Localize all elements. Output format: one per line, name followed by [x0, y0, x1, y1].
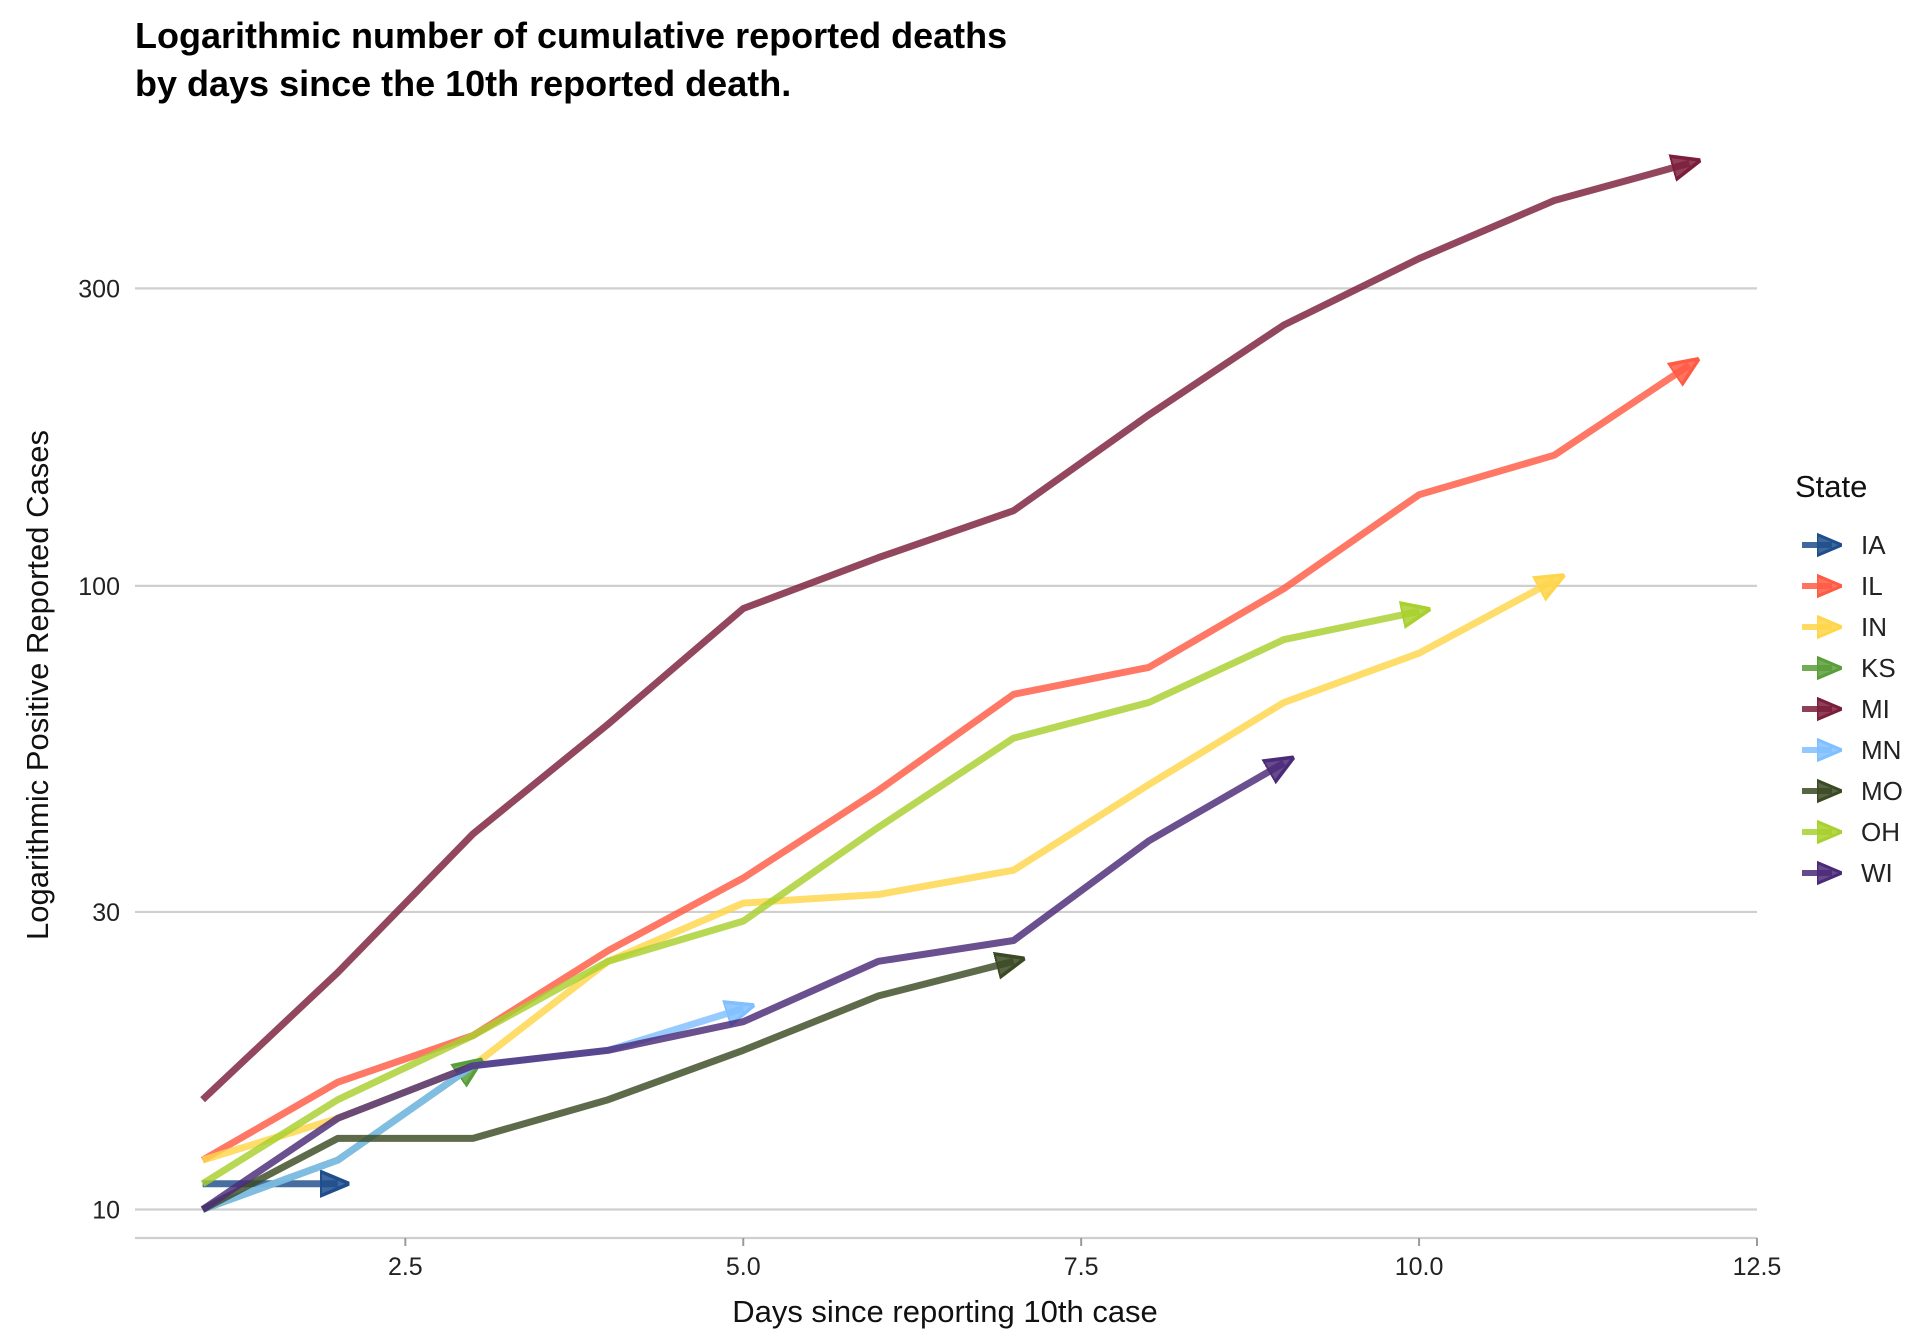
x-axis-ticks: 2.5 5.0 7.5 10.0 12.5: [388, 1238, 1781, 1281]
legend: State IA IL IN KS MI MN MO OH WI: [1795, 469, 1903, 888]
x-tick-label: 2.5: [388, 1253, 423, 1281]
legend-title: State: [1795, 469, 1867, 504]
x-tick-label: 12.5: [1733, 1253, 1782, 1281]
legend-label: MN: [1861, 735, 1901, 765]
legend-item-mn: MN: [1802, 735, 1901, 765]
x-axis-label: Days since reporting 10th case: [732, 1294, 1158, 1329]
y-tick-label: 300: [78, 275, 120, 303]
series-line-wi: [200, 763, 1284, 1213]
legend-label: MI: [1861, 694, 1890, 724]
chart-title: Logarithmic number of cumulative reporte…: [135, 15, 1007, 104]
legend-item-oh: OH: [1802, 817, 1900, 847]
legend-label: IN: [1861, 612, 1887, 642]
legend-label: KS: [1861, 653, 1896, 683]
legend-item-mi: MI: [1802, 694, 1890, 724]
y-axis-ticks: 10 30 100 300: [78, 275, 120, 1224]
legend-label: OH: [1861, 817, 1900, 847]
x-tick-label: 7.5: [1064, 1253, 1099, 1281]
y-tick-label: 30: [92, 899, 120, 927]
y-tick-label: 10: [92, 1196, 120, 1224]
legend-item-in: IN: [1802, 612, 1887, 642]
x-tick-label: 10.0: [1395, 1253, 1444, 1281]
legend-item-wi: WI: [1802, 858, 1893, 888]
legend-item-il: IL: [1802, 571, 1883, 601]
series-line-in: [201, 581, 1555, 1164]
legend-item-ks: KS: [1802, 653, 1896, 683]
chart-title-line-1: Logarithmic number of cumulative reporte…: [135, 15, 1007, 56]
legend-label: WI: [1861, 858, 1893, 888]
series-line-mi: [200, 163, 1690, 1103]
series-line-mo: [200, 961, 1014, 1213]
gridlines: [135, 287, 1757, 1211]
legend-label: IA: [1861, 530, 1886, 560]
series-line-il: [200, 365, 1690, 1164]
legend-item-mo: MO: [1802, 776, 1903, 806]
series-line-oh: [200, 611, 1420, 1187]
chart-title-line-2: by days since the 10th reported death.: [135, 63, 791, 104]
y-axis-label: Logarithmic Positive Reported Cases: [20, 430, 55, 940]
legend-item-ia: IA: [1802, 530, 1886, 560]
x-tick-label: 5.0: [726, 1253, 761, 1281]
y-tick-label: 100: [78, 573, 120, 601]
series-lines: [200, 163, 1690, 1213]
legend-label: IL: [1861, 571, 1883, 601]
legend-label: MO: [1861, 776, 1903, 806]
